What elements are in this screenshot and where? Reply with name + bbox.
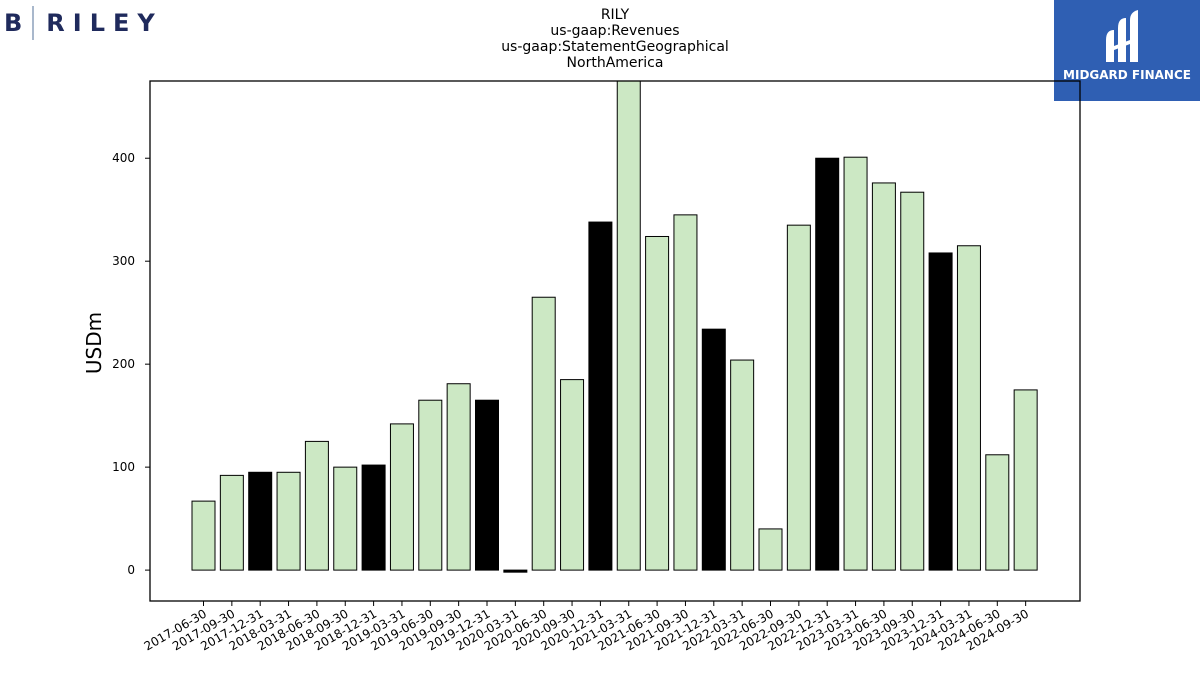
- bar: [361, 464, 386, 571]
- y-tick-label: 100: [112, 460, 135, 474]
- bar: [871, 182, 896, 571]
- midgard-logo-text: MIDGARD FINANCE: [1063, 68, 1191, 82]
- bar: [900, 191, 925, 571]
- bar: [815, 157, 840, 571]
- bar: [985, 454, 1010, 571]
- riley-logo: B RILEY: [4, 4, 163, 42]
- bar: [503, 569, 528, 573]
- bar: [276, 471, 301, 571]
- bar: [531, 296, 556, 571]
- bar: [843, 156, 868, 571]
- chart-title-line-2: us-gaap:Revenues: [550, 23, 680, 39]
- riley-logo-divider: [32, 6, 35, 40]
- bar: [389, 423, 414, 571]
- bar: [446, 383, 471, 571]
- bar: [616, 81, 641, 571]
- bar: [645, 235, 670, 571]
- y-tick-label: 300: [112, 254, 135, 268]
- midgard-monogram-icon: [1106, 10, 1138, 62]
- y-tick-label: 200: [112, 357, 135, 371]
- bar: [786, 224, 811, 571]
- bar: [928, 252, 953, 571]
- bar: [673, 214, 698, 571]
- bar: [560, 379, 585, 571]
- bar: [588, 221, 613, 571]
- bar: [219, 474, 244, 571]
- bar: [1013, 389, 1038, 571]
- bar: [475, 399, 499, 571]
- riley-logo-initial: B: [4, 9, 23, 37]
- chart-title-line-3: us-gaap:StatementGeographical: [501, 39, 729, 55]
- bar: [333, 466, 358, 571]
- y-axis-label: USDm: [82, 312, 106, 374]
- chart-title: RILY us-gaap:Revenues us-gaap:StatementG…: [415, 7, 815, 71]
- bar: [304, 440, 329, 571]
- chart-title-line-1: RILY: [600, 7, 630, 23]
- bar: [248, 471, 273, 571]
- bar: [956, 245, 981, 571]
- plot-frame: [149, 80, 1081, 602]
- y-tick-label: 0: [127, 563, 135, 577]
- bar: [418, 399, 443, 571]
- chart-title-line-4: NorthAmerica: [566, 55, 664, 71]
- riley-logo-name: RILEY: [46, 9, 163, 37]
- bar: [191, 500, 216, 571]
- midgard-finance-logo: MIDGARD FINANCE: [1054, 0, 1200, 101]
- bar: [701, 328, 726, 571]
- y-tick-label: 400: [112, 151, 135, 165]
- bar: [730, 359, 755, 571]
- bar: [758, 528, 783, 571]
